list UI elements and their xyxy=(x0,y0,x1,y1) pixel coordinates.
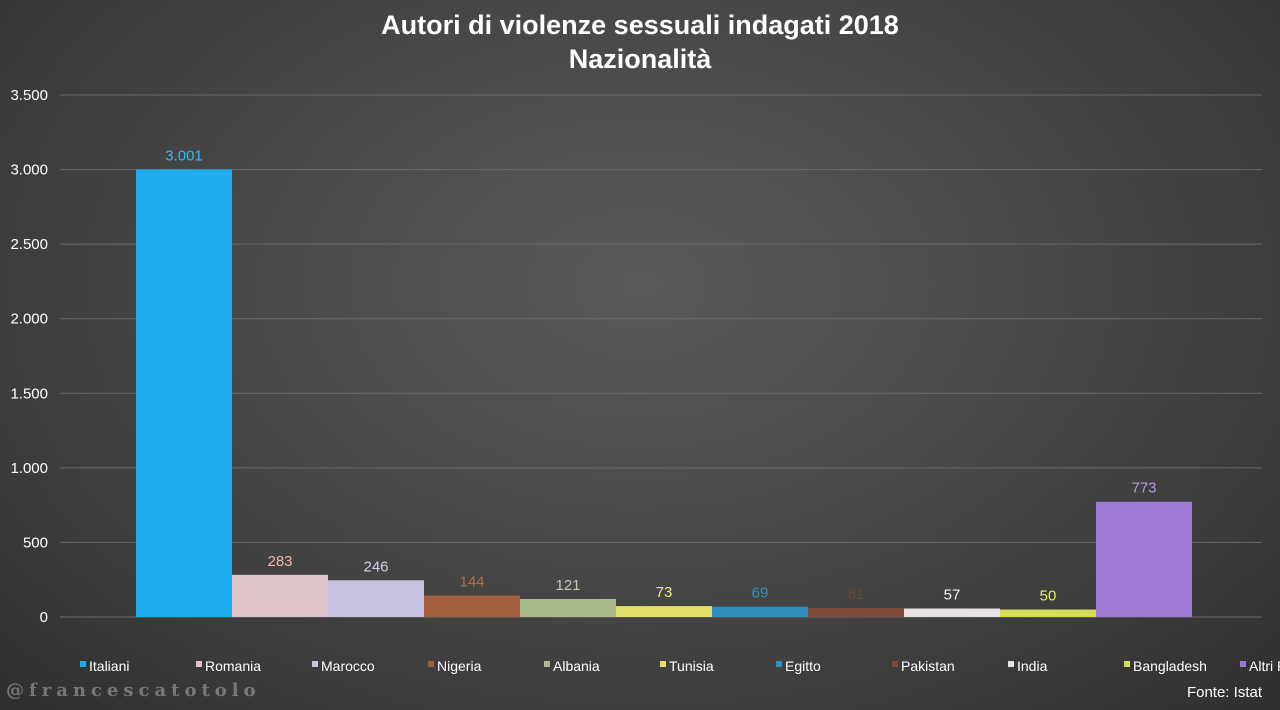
y-tick-label: 2.000 xyxy=(10,311,48,328)
data-label: 3.001 xyxy=(165,147,203,164)
data-label: 57 xyxy=(944,586,961,603)
data-label: 69 xyxy=(752,585,769,602)
bar xyxy=(232,574,328,617)
legend-label: Romania xyxy=(205,658,261,674)
legend-swatch xyxy=(776,661,782,667)
legend-swatch xyxy=(1240,661,1246,667)
legend-label: Bangladesh xyxy=(1133,658,1207,674)
bar xyxy=(1000,609,1096,617)
legend-swatch xyxy=(428,661,434,667)
legend-swatch xyxy=(196,661,202,667)
legend-label: Egitto xyxy=(785,658,821,674)
y-tick-label: 0 xyxy=(40,609,48,626)
bar xyxy=(904,608,1000,617)
bar xyxy=(712,606,808,617)
data-label: 73 xyxy=(656,584,673,601)
legend-label: Albania xyxy=(553,658,600,674)
y-tick-label: 500 xyxy=(23,534,48,551)
bar xyxy=(424,595,520,617)
chart-subtitle: Nazionalità xyxy=(568,44,712,74)
legend-label: Pakistan xyxy=(901,658,955,674)
data-label: 773 xyxy=(1131,480,1156,497)
legend-swatch xyxy=(544,661,550,667)
bar xyxy=(808,607,904,617)
data-label: 246 xyxy=(363,558,388,575)
data-label: 283 xyxy=(267,553,292,570)
legend-label: Italiani xyxy=(89,658,129,674)
data-label: 50 xyxy=(1040,588,1057,605)
watermark: @francescatotolo xyxy=(6,680,261,701)
legend-swatch xyxy=(80,661,86,667)
y-tick-label: 3.500 xyxy=(10,87,48,104)
source-note: Fonte: Istat xyxy=(1186,684,1262,701)
data-label: 61 xyxy=(848,586,865,603)
legend-swatch xyxy=(1124,661,1130,667)
bar xyxy=(136,169,232,617)
data-label: 121 xyxy=(555,577,580,594)
y-tick-label: 3.000 xyxy=(10,162,48,179)
y-tick-label: 2.500 xyxy=(10,236,48,253)
bar xyxy=(328,580,424,617)
legend-swatch xyxy=(312,661,318,667)
bar xyxy=(1096,501,1192,617)
legend-swatch xyxy=(660,661,666,667)
legend-label: Tunisia xyxy=(669,658,714,674)
chart-title: Autori di violenze sessuali indagati 201… xyxy=(381,10,899,40)
legend-swatch xyxy=(892,661,898,667)
legend-label: Nigeria xyxy=(437,658,482,674)
data-label: 144 xyxy=(459,574,484,591)
legend-swatch xyxy=(1008,661,1014,667)
legend-label: Marocco xyxy=(321,658,375,674)
legend-label: Altri Paesi xyxy=(1249,658,1280,674)
bar xyxy=(616,606,712,617)
y-tick-label: 1.000 xyxy=(10,460,48,477)
bar xyxy=(520,598,616,617)
y-tick-label: 1.500 xyxy=(10,385,48,402)
legend-label: India xyxy=(1017,658,1048,674)
